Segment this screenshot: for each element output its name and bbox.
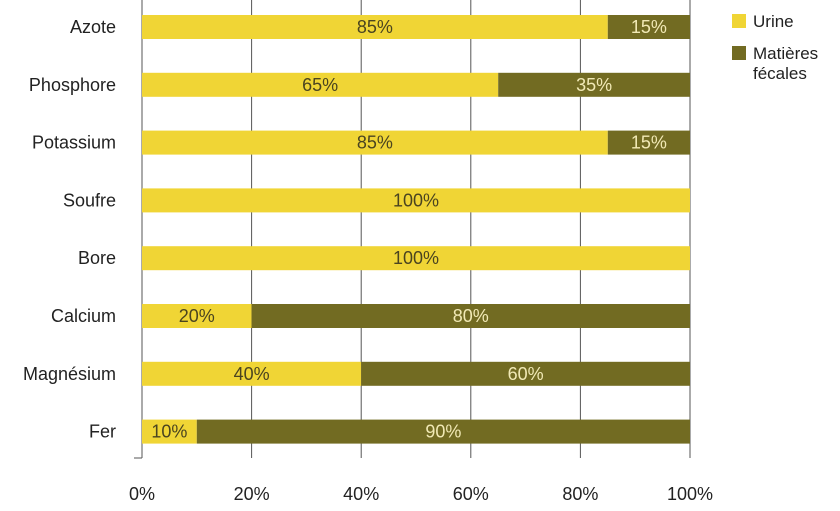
data-label: 85% <box>357 17 393 37</box>
category-label: Calcium <box>51 306 116 326</box>
data-label: 100% <box>393 190 439 210</box>
bar-segment <box>607 130 690 155</box>
data-label: 20% <box>179 306 215 326</box>
legend-label: Urine <box>753 12 794 31</box>
data-label: 85% <box>357 133 393 153</box>
data-label: 90% <box>425 422 461 442</box>
bar-segment <box>142 188 690 213</box>
category-label: Phosphore <box>29 75 116 95</box>
data-label: 15% <box>631 133 667 153</box>
bar-segment <box>142 15 608 39</box>
bar-segment <box>142 130 608 155</box>
x-tick-label: 100% <box>667 484 713 504</box>
data-label: 65% <box>302 75 338 95</box>
bar-segment <box>142 419 197 444</box>
x-tick-label: 80% <box>562 484 598 504</box>
bar-segment <box>142 361 362 386</box>
category-label: Fer <box>89 422 116 442</box>
data-label: 15% <box>631 17 667 37</box>
data-label: 80% <box>453 306 489 326</box>
x-tick-label: 40% <box>343 484 379 504</box>
category-label: Bore <box>78 248 116 268</box>
bar-segment <box>251 304 690 328</box>
category-label: Magnésium <box>23 364 116 384</box>
data-label: 100% <box>393 248 439 268</box>
bar-segment <box>607 15 690 39</box>
data-label: 35% <box>576 75 612 95</box>
x-tick-label: 60% <box>453 484 489 504</box>
category-label: Soufre <box>63 190 116 210</box>
category-label: Azote <box>70 17 116 37</box>
data-label: 60% <box>508 364 544 384</box>
legend-label: Matières <box>753 44 818 63</box>
bar-segment <box>196 419 691 444</box>
bar-segment <box>142 246 690 271</box>
bar-segment <box>361 361 690 386</box>
legend-label: fécales <box>753 64 807 83</box>
x-tick-label: 20% <box>234 484 270 504</box>
bar-segment <box>498 72 690 97</box>
data-label: 10% <box>151 422 187 442</box>
category-label: Potassium <box>32 133 116 153</box>
legend-swatch <box>732 46 746 60</box>
bar-segment <box>142 72 499 97</box>
data-label: 40% <box>234 364 270 384</box>
legend-swatch <box>732 14 746 28</box>
bar-segment <box>142 304 252 328</box>
x-tick-label: 0% <box>129 484 155 504</box>
